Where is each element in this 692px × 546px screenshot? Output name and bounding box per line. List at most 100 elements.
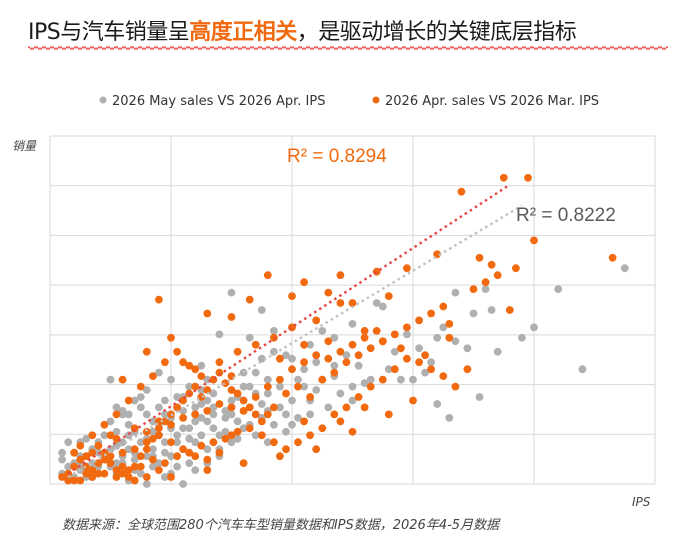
data-point-gray	[257, 306, 266, 314]
data-point-orange	[348, 427, 357, 436]
data-point-orange	[439, 302, 448, 311]
data-point-gray	[276, 382, 284, 391]
data-point-orange	[294, 438, 302, 447]
data-point-orange	[300, 358, 308, 367]
data-point-orange	[384, 410, 393, 419]
data-point-orange	[233, 427, 242, 436]
data-point-orange	[354, 393, 363, 401]
data-point-gray	[185, 382, 194, 391]
data-point-orange	[112, 473, 121, 481]
data-point-orange	[58, 473, 66, 481]
data-point-orange	[155, 295, 163, 304]
data-point-orange	[469, 285, 478, 293]
data-point-orange	[288, 365, 296, 374]
data-point-orange	[300, 417, 308, 426]
data-point-gray	[155, 459, 163, 467]
data-point-gray	[451, 288, 460, 297]
data-point-orange	[282, 389, 290, 398]
data-point-orange	[415, 358, 423, 367]
data-point-orange	[451, 382, 460, 391]
data-point-gray	[124, 410, 133, 419]
y-axis-label: 销量	[12, 139, 37, 153]
data-point-gray	[348, 396, 357, 405]
data-point-gray	[221, 407, 230, 415]
data-point-orange	[191, 365, 200, 374]
title-part2: ，是驱动增长的关键底层指标	[296, 20, 577, 45]
data-point-orange	[360, 403, 369, 412]
data-point-orange	[384, 292, 393, 300]
data-point-orange	[88, 466, 97, 474]
data-point-orange	[263, 410, 272, 419]
data-point-gray	[197, 361, 206, 370]
data-point-gray	[191, 438, 200, 447]
data-point-orange	[530, 236, 538, 245]
data-point-gray	[161, 410, 169, 419]
data-point-gray	[124, 420, 133, 429]
data-point-gray	[161, 396, 169, 405]
data-point-gray	[239, 382, 248, 391]
data-point-orange	[499, 173, 508, 182]
data-point-gray	[82, 434, 91, 443]
data-point-gray	[215, 431, 224, 440]
data-point-orange	[312, 445, 321, 454]
data-point-gray	[282, 410, 290, 419]
data-point-orange	[149, 455, 157, 464]
data-point-gray	[554, 285, 563, 293]
data-point-orange	[330, 410, 339, 419]
data-point-gray	[233, 434, 242, 443]
data-point-gray	[100, 431, 109, 440]
data-point-gray	[620, 264, 629, 273]
data-point-gray	[288, 396, 296, 405]
data-point-gray	[161, 473, 169, 481]
data-point-gray	[142, 480, 151, 488]
trendline-gray	[67, 204, 523, 479]
data-point-orange	[415, 316, 423, 325]
data-point-gray	[106, 375, 115, 384]
data-point-orange	[348, 340, 357, 349]
data-point-gray	[142, 386, 151, 394]
data-point-orange	[130, 462, 139, 471]
data-point-gray	[251, 368, 260, 377]
data-point-orange	[409, 396, 417, 405]
data-point-orange	[366, 344, 375, 353]
data-point-gray	[197, 431, 206, 440]
data-point-gray	[403, 330, 411, 339]
series-orange-points	[58, 173, 617, 485]
data-point-orange	[427, 365, 435, 374]
data-point-orange	[276, 354, 284, 363]
data-point-orange	[427, 309, 435, 318]
data-point-orange	[282, 445, 290, 454]
data-point-orange	[372, 327, 381, 335]
data-point-orange	[179, 396, 188, 405]
data-point-gray	[142, 452, 151, 461]
data-point-orange	[257, 417, 266, 426]
data-point-gray	[221, 427, 230, 436]
data-point-gray	[415, 344, 423, 353]
data-point-orange	[94, 469, 103, 478]
data-point-orange	[475, 253, 484, 262]
data-point-orange	[118, 448, 127, 457]
data-point-gray	[330, 333, 339, 342]
data-point-orange	[378, 375, 387, 384]
data-point-orange	[136, 462, 145, 471]
data-point-gray	[282, 351, 290, 360]
data-point-orange	[239, 459, 248, 467]
data-point-orange	[397, 344, 405, 353]
data-point-orange	[312, 351, 321, 360]
data-point-orange	[167, 438, 175, 447]
data-point-orange	[167, 420, 175, 429]
data-point-orange	[403, 354, 411, 363]
data-point-orange	[366, 382, 375, 391]
data-point-orange	[88, 431, 97, 440]
data-point-orange	[173, 452, 182, 461]
data-point-orange	[197, 441, 206, 450]
data-point-gray	[197, 414, 206, 422]
data-point-gray	[209, 424, 218, 433]
data-point-orange	[227, 403, 236, 412]
data-point-orange	[155, 466, 163, 474]
data-point-orange	[124, 473, 133, 481]
data-point-orange	[251, 340, 260, 349]
data-point-gray	[463, 344, 472, 353]
data-point-orange	[421, 351, 429, 360]
data-point-gray	[179, 424, 188, 433]
